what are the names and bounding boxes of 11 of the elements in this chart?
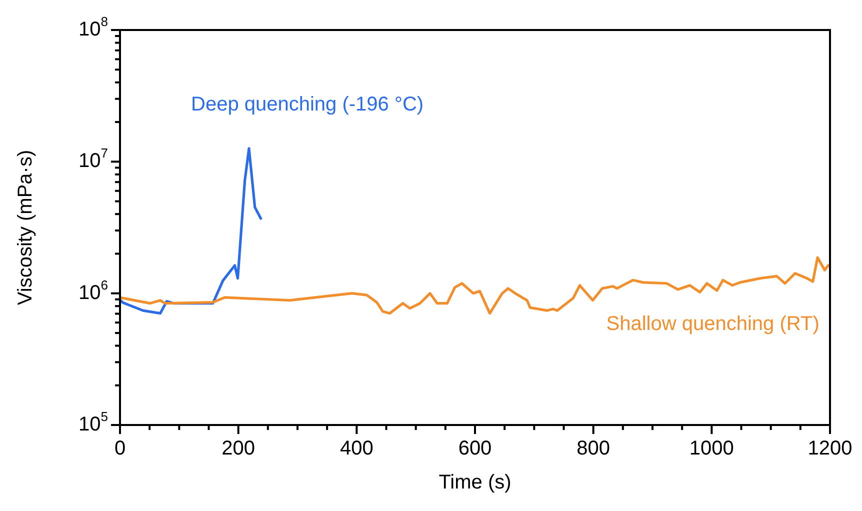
- x-tick-label: 800: [576, 438, 610, 460]
- x-axis-title: Time (s): [438, 472, 512, 494]
- x-tick-label: 0: [114, 438, 126, 460]
- y-axis-title: Viscosity (mPa·s): [14, 150, 37, 306]
- text: Deep quenching (-196 °C): [191, 94, 424, 116]
- x-tick-label: 1000: [689, 438, 734, 460]
- series-label: Shallow quenching (RT): [606, 312, 820, 335]
- x-tick-label: 600: [458, 438, 492, 460]
- x-tick-label: 1200: [808, 438, 852, 460]
- x-tick-label: 200: [222, 438, 256, 460]
- x-tick-label: 400: [340, 438, 374, 460]
